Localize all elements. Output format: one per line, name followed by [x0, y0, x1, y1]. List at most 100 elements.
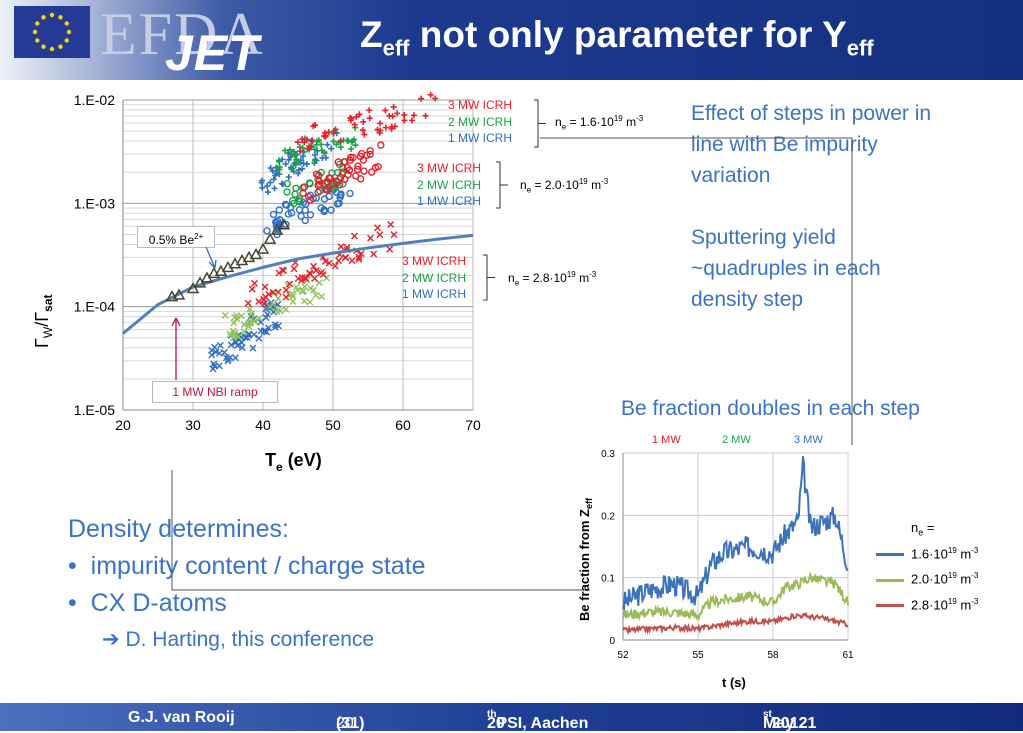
data-point — [306, 298, 314, 306]
data-point — [348, 257, 356, 265]
data-point — [208, 351, 216, 359]
data-point — [286, 280, 294, 288]
x-tick-label: 58 — [767, 650, 779, 661]
data-point — [356, 111, 363, 118]
data-point — [307, 144, 314, 151]
data-point — [231, 329, 239, 337]
data-point — [349, 138, 356, 145]
data-point — [336, 191, 345, 200]
star-icon — [66, 29, 72, 35]
data-point — [391, 123, 398, 130]
data-point — [310, 123, 317, 130]
data-point — [295, 206, 304, 214]
data-point — [292, 184, 300, 192]
data-point — [290, 148, 297, 155]
data-point — [261, 283, 269, 291]
data-point — [288, 290, 296, 298]
slide-title: Zeff not only parameter for Yeff — [360, 14, 874, 61]
data-point — [282, 286, 290, 294]
data-point — [321, 257, 329, 265]
data-point — [317, 204, 325, 212]
y-axis-label: ΓW/Γsat — [32, 294, 55, 348]
data-point — [285, 150, 292, 157]
data-point — [299, 165, 306, 172]
x-tick-label: 40 — [255, 417, 271, 433]
data-point — [306, 211, 315, 219]
nbi-point — [263, 232, 277, 244]
data-point — [341, 254, 349, 262]
star-icon — [49, 12, 55, 18]
data-point — [283, 179, 292, 188]
be-model-label: 0.5% Be2+ — [137, 226, 215, 248]
data-point — [264, 310, 272, 318]
data-point — [359, 127, 366, 134]
data-point — [361, 131, 368, 138]
data-point — [232, 354, 240, 362]
data-point — [221, 311, 229, 319]
data-point — [282, 160, 289, 167]
data-point — [377, 141, 385, 149]
data-point — [302, 200, 310, 208]
data-point — [321, 149, 328, 156]
star-icon — [35, 38, 40, 43]
nbi-point — [172, 288, 186, 300]
star-icon — [49, 46, 55, 52]
series-line — [622, 456, 849, 613]
label-1mw: 1 MW ICRH — [448, 131, 512, 145]
label-2mw: 2 MW ICRH — [402, 270, 466, 285]
label-3mw: 3 MW ICRH — [448, 98, 512, 112]
data-point — [382, 124, 389, 131]
data-point — [367, 168, 376, 176]
data-point — [267, 165, 274, 172]
data-point — [374, 163, 382, 171]
data-point — [354, 162, 362, 170]
data-point — [356, 175, 365, 183]
data-point — [337, 144, 344, 151]
data-point — [243, 334, 251, 342]
data-point — [315, 180, 324, 188]
data-point — [366, 150, 374, 159]
density-block: Density determines: • impurity content /… — [68, 511, 426, 622]
data-point — [366, 146, 374, 155]
group-1-labels: 3 MW ICRH 2 MW ICRH 1 MW ICRH — [448, 97, 512, 147]
x-axis-label: Te (eV) — [265, 450, 322, 474]
data-point — [401, 111, 408, 118]
data-point — [390, 104, 397, 111]
data-point — [373, 224, 381, 232]
data-point — [292, 151, 299, 158]
data-point — [282, 293, 290, 301]
nbi-point — [249, 247, 263, 260]
data-point — [259, 184, 266, 191]
data-point — [211, 343, 219, 351]
data-point — [276, 166, 283, 173]
data-point — [238, 339, 246, 347]
star-icon — [58, 44, 63, 49]
x-tick-label: 60 — [395, 417, 411, 433]
data-point — [271, 323, 279, 331]
data-point — [250, 331, 258, 339]
data-point — [376, 231, 384, 239]
data-point — [312, 157, 319, 164]
star-icon — [32, 29, 38, 35]
data-point — [348, 145, 355, 152]
data-point — [292, 283, 300, 291]
data-point — [347, 153, 355, 162]
data-point — [318, 292, 326, 300]
be-fraction-note: Be fraction doubles in each step — [621, 397, 920, 420]
nbi-point — [277, 218, 291, 230]
data-point — [367, 234, 375, 242]
data-point — [422, 112, 429, 119]
data-point — [259, 177, 266, 184]
data-point — [366, 115, 373, 122]
power-step-label: 1 MW — [652, 434, 681, 446]
data-point — [227, 341, 235, 349]
data-point — [230, 319, 238, 327]
data-point — [295, 167, 302, 174]
data-point — [355, 253, 363, 261]
data-point — [410, 112, 417, 119]
data-point — [346, 156, 354, 164]
data-point — [216, 341, 224, 349]
data-point — [279, 156, 286, 163]
data-point — [275, 206, 283, 214]
